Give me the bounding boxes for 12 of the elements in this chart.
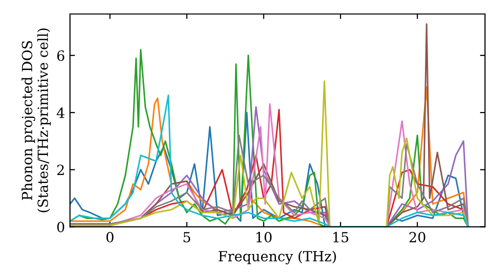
- x-axis-title: Frequency (THz): [218, 250, 336, 264]
- x-tick-label: 15: [333, 232, 348, 242]
- x-tick-label: 10: [256, 232, 272, 242]
- y-tick-label: 6: [57, 50, 64, 61]
- y-tick-label: 2: [57, 164, 64, 175]
- line-series: [70, 134, 469, 227]
- x-tick-label: 20: [409, 232, 426, 242]
- y-tick-label: 0: [57, 222, 64, 232]
- y-tick-label: 4: [56, 108, 64, 118]
- y-axis-title: Phonon projected DOS (States/THz·primitive cell): [22, 28, 51, 212]
- x-tick-label: 5: [184, 232, 190, 242]
- x-tick-label: 0: [106, 232, 114, 242]
